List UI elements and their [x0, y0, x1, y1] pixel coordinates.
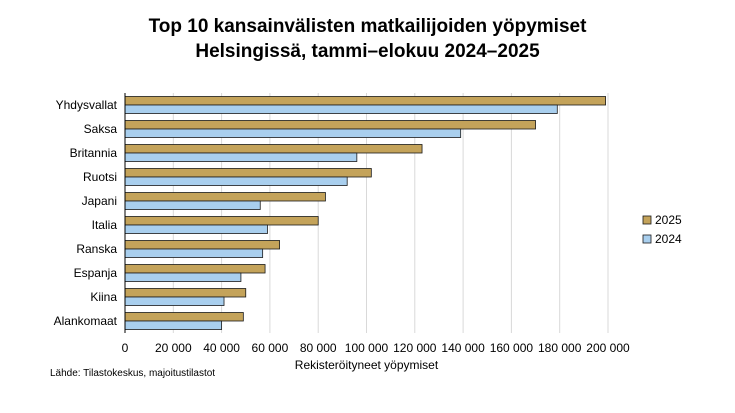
bar-2024-ruotsi [124, 176, 348, 186]
bar-2025-japani [124, 192, 326, 202]
bar-2025-britannia [124, 144, 423, 154]
chart-subtitle: Helsingissä, tammi–elokuu 2024–2025 [195, 41, 540, 62]
x-tick-label: 200 000 [586, 341, 630, 355]
category-label: Britannia [70, 146, 118, 160]
x-tick-label: 100 000 [345, 341, 389, 355]
bar-2025-espanja [124, 264, 266, 274]
category-label: Saksa [84, 122, 118, 136]
x-tick-label: 120 000 [393, 341, 437, 355]
bar-2024-japani [124, 200, 261, 210]
bar-2025-italia [124, 216, 319, 226]
x-tick-label: 140 000 [441, 341, 485, 355]
bar-2025-saksa [124, 120, 536, 130]
bar-2024-alankomaat [124, 320, 222, 330]
category-label: Italia [92, 218, 118, 232]
category-label: Yhdysvallat [56, 98, 118, 112]
x-tick-label: 20 000 [155, 341, 192, 355]
bar-2024-espanja [124, 272, 242, 282]
x-tick-label: 60 000 [252, 341, 289, 355]
legend-label: 2025 [655, 213, 682, 227]
category-label: Kiina [90, 290, 117, 304]
x-axis-title: Rekisteröityneet yöpymiset [295, 358, 439, 372]
bar-2024-yhdysvallat [124, 104, 558, 114]
x-tick-label: 180 000 [538, 341, 582, 355]
chart-title-block: Top 10 kansainvälisten matkailijoiden yö… [0, 14, 735, 64]
category-label: Alankomaat [54, 314, 118, 328]
x-tick-label: 0 [122, 341, 129, 355]
bar-2024-britannia [124, 152, 358, 162]
chart-title: Top 10 kansainvälisten matkailijoiden yö… [148, 16, 587, 37]
bar-2025-alankomaat [124, 312, 244, 322]
x-tick-label: 160 000 [490, 341, 534, 355]
bar-2024-ranska [124, 248, 264, 258]
source-note: Lähde: Tilastokeskus, majoitustilastot [50, 368, 216, 379]
bar-2025-ranska [124, 240, 280, 250]
x-tick-label: 40 000 [203, 341, 240, 355]
bar-2024-kiina [124, 296, 225, 306]
legend-swatch-2025 [642, 215, 652, 225]
bar-2024-italia [124, 224, 268, 234]
category-label: Ruotsi [83, 170, 117, 184]
bar-2024-saksa [124, 128, 462, 138]
bar-2025-kiina [124, 288, 247, 298]
category-label: Ranska [76, 242, 117, 256]
legend-label: 2024 [655, 232, 682, 246]
category-label: Espanja [74, 266, 118, 280]
category-label: Japani [82, 194, 117, 208]
bar-2025-ruotsi [124, 168, 372, 178]
legend-swatch-2024 [642, 234, 652, 244]
x-tick-label: 80 000 [300, 341, 337, 355]
bar-2025-yhdysvallat [124, 96, 606, 106]
